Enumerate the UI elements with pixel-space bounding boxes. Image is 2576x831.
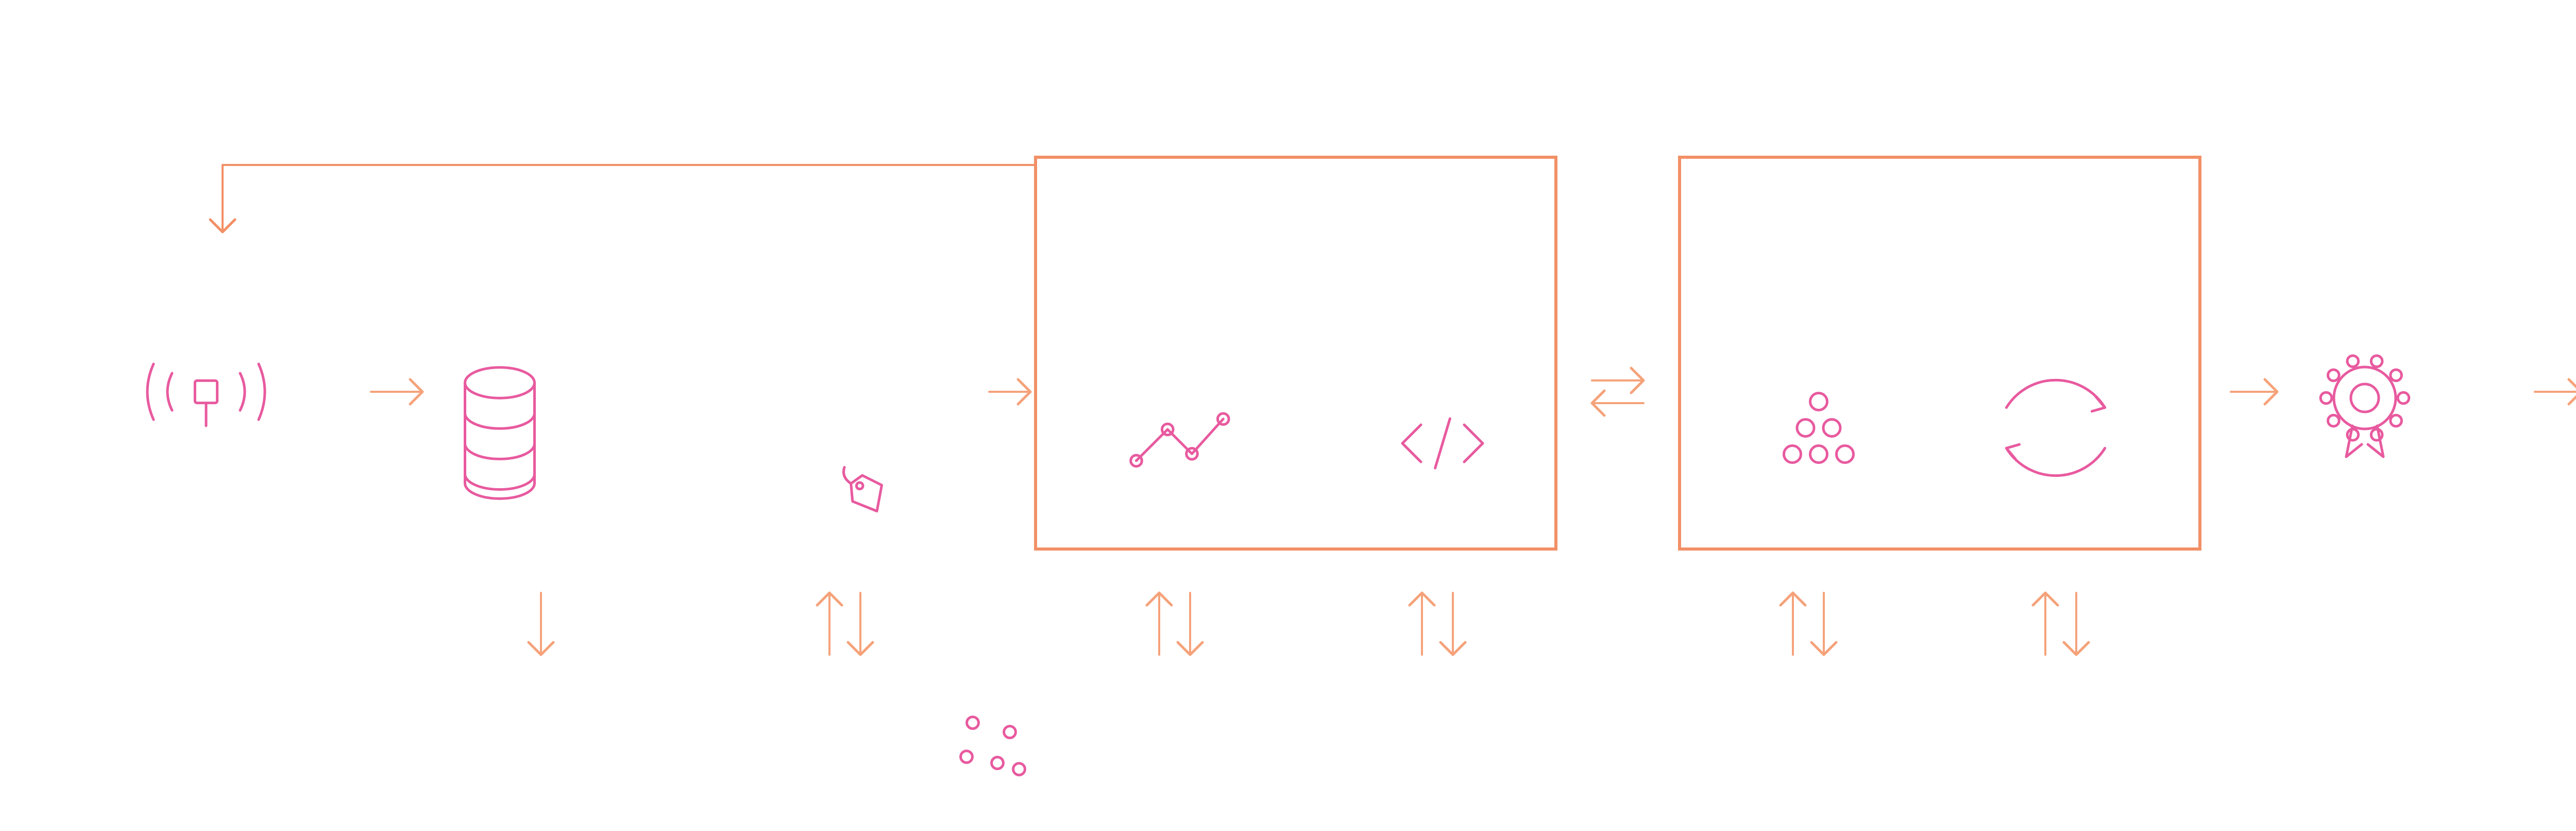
central-icon [1784, 393, 1854, 463]
a-code-ud [1410, 593, 1465, 655]
a-refresh-ud [2033, 593, 2089, 655]
a-box-award [2231, 379, 2277, 404]
a-db-down [529, 593, 553, 655]
refresh-icon [2006, 380, 2105, 475]
box-right [1680, 157, 2200, 549]
scatter-icon [961, 717, 1025, 775]
box-left [1036, 157, 1556, 549]
feedback-line [223, 165, 1036, 232]
sensor-icon [147, 364, 265, 426]
a-tag-updown [817, 593, 873, 655]
a-award-atom [2535, 379, 2576, 404]
pipeline-diagram [0, 0, 2576, 831]
a-dots-ud [1781, 593, 1836, 655]
award-icon [2320, 356, 2409, 457]
a-sensor-db [371, 379, 422, 404]
code-icon [1402, 419, 1483, 468]
graph-icon [1131, 413, 1229, 467]
tag-icon [843, 467, 882, 511]
a-boxes-bi [1592, 368, 1643, 415]
a-db-box [989, 379, 1030, 404]
database-icon [465, 368, 534, 498]
a-graph-ud [1147, 593, 1202, 655]
